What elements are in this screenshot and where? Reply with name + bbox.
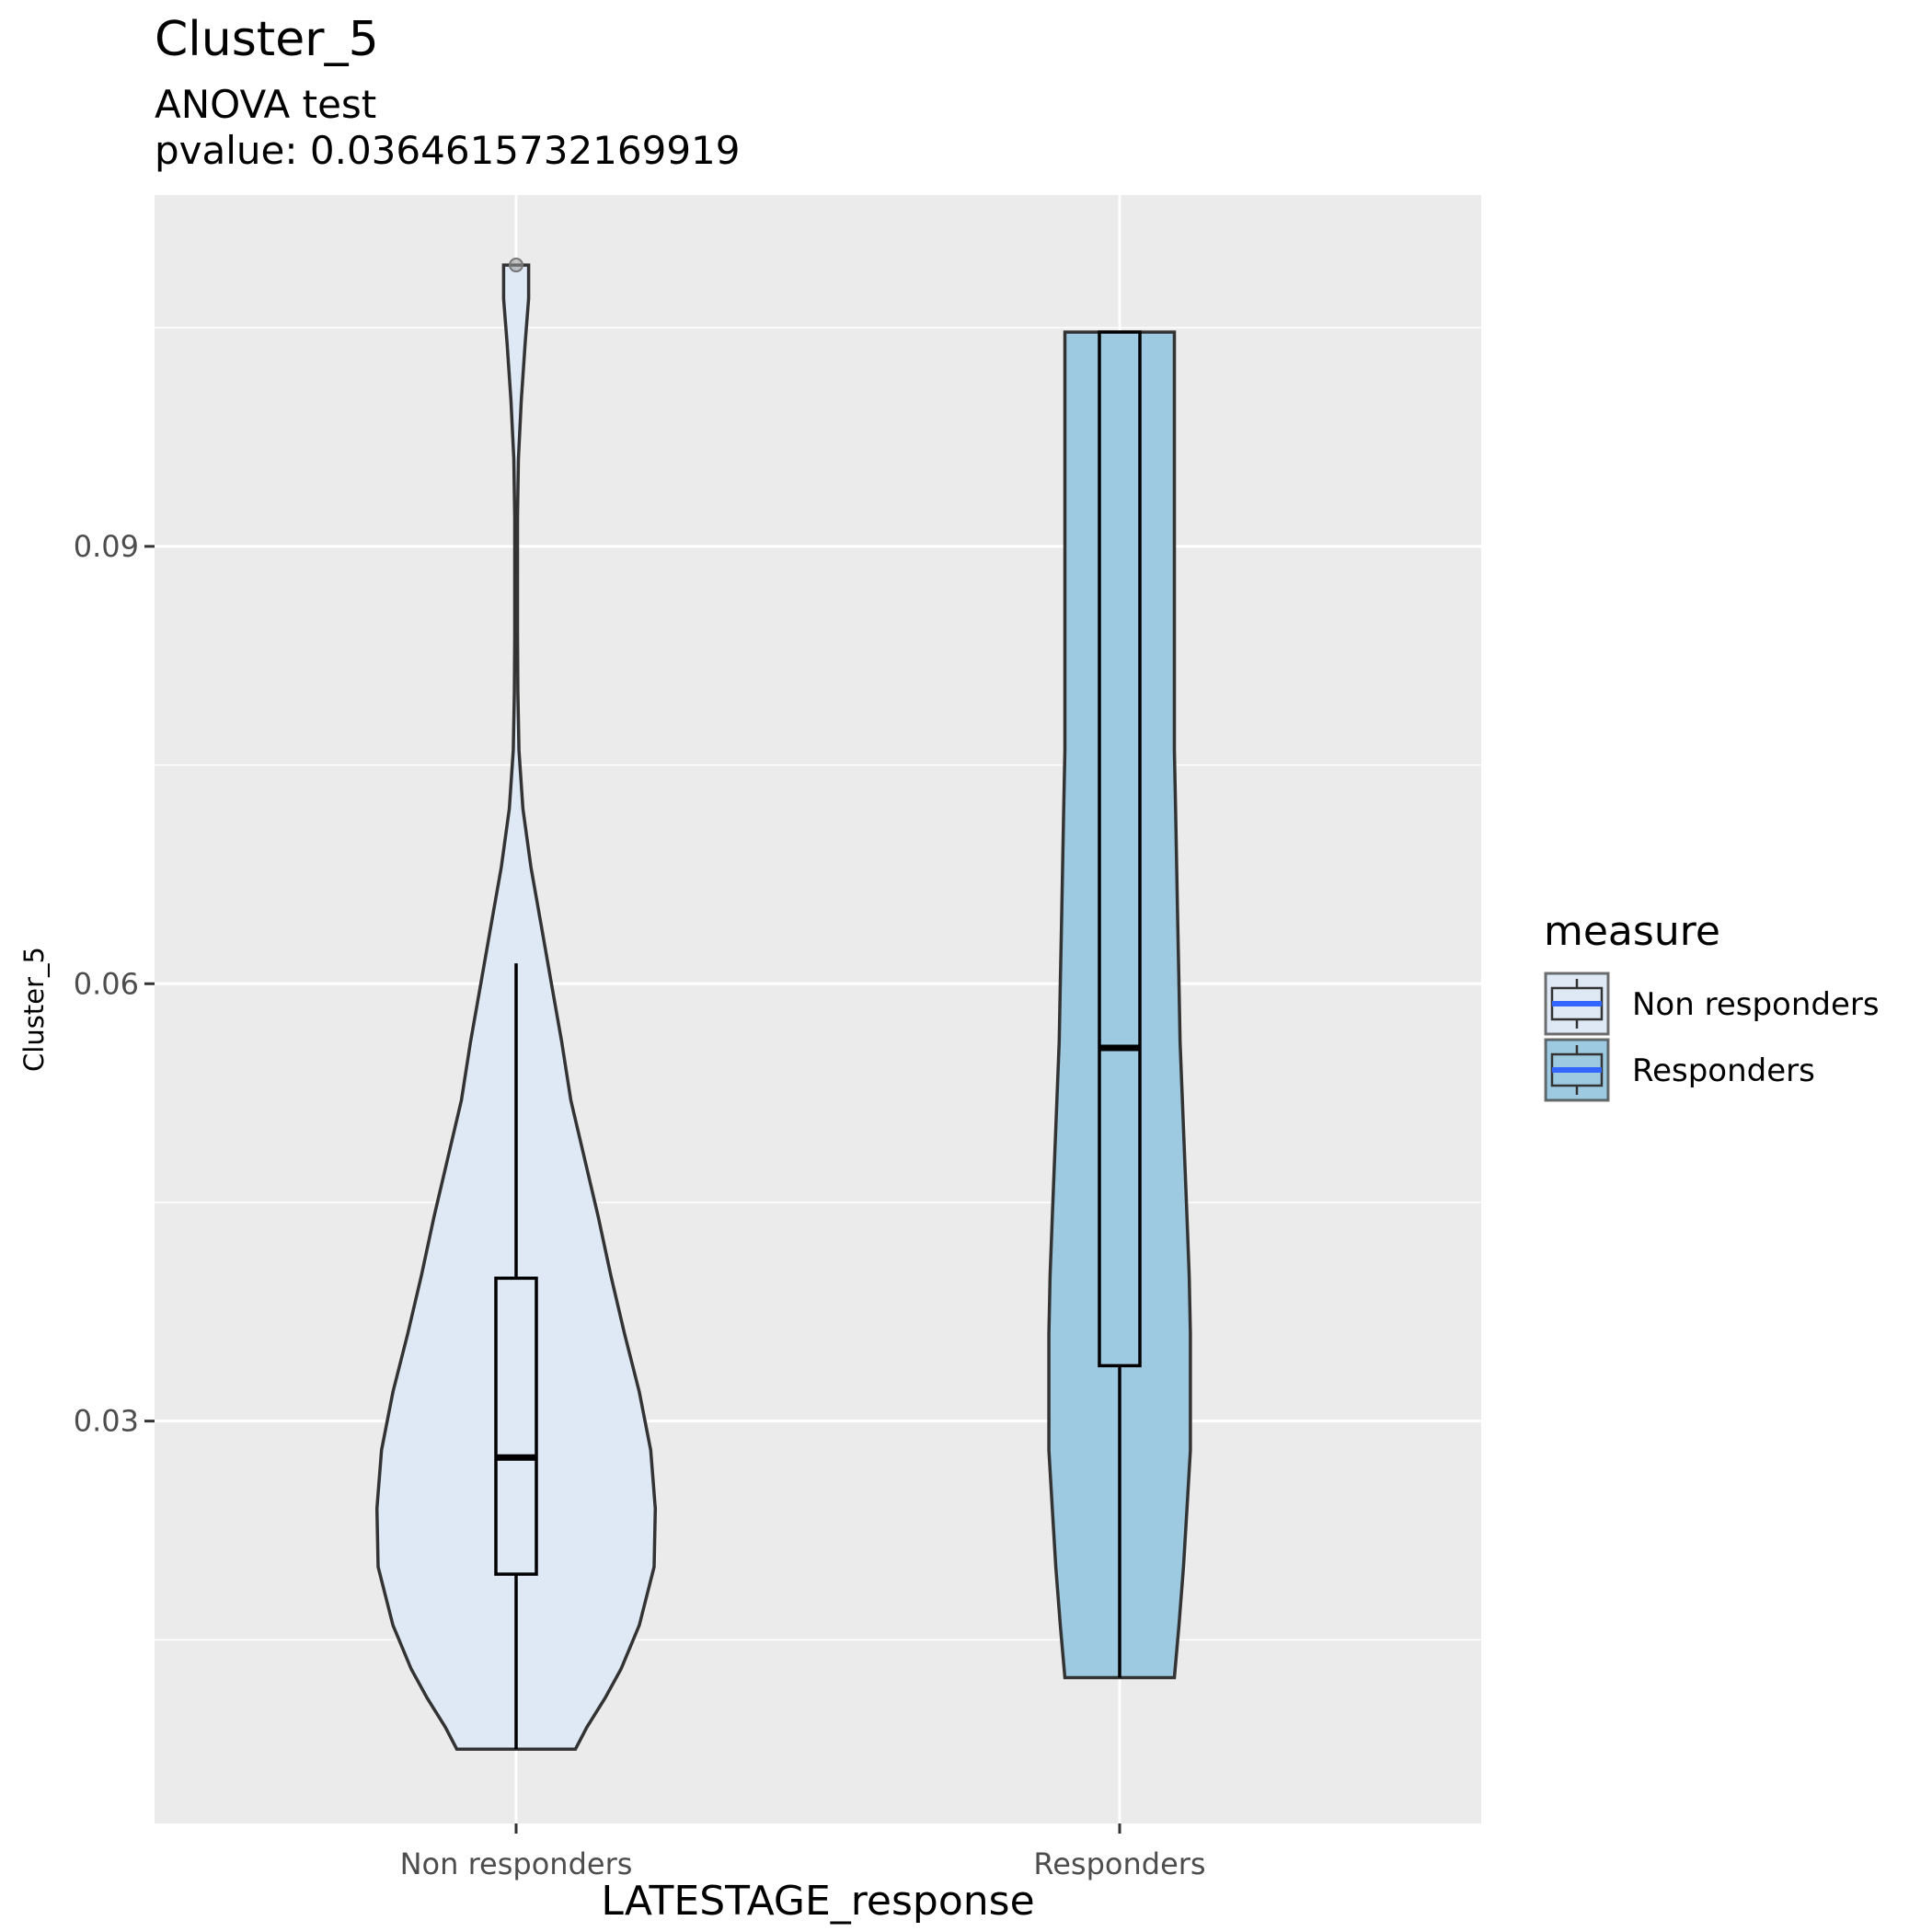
x-tick-label: Non responders [400, 1846, 633, 1881]
x-axis-title: LATESTAGE_response [601, 1878, 1034, 1925]
legend-entry: Responders [1544, 1038, 1815, 1102]
chart-subtitle-line-2: pvalue: 0.0364615732169919 [155, 128, 741, 173]
legend-label: Responders [1632, 1052, 1815, 1089]
y-tick-label: 0.03 [74, 1404, 139, 1439]
chart-title: Cluster_5 [155, 12, 379, 67]
legend-entry: Non responders [1544, 972, 1880, 1036]
y-axis-title: Cluster_5 [18, 947, 50, 1072]
legend-title: measure [1544, 908, 1720, 955]
box-iqr [494, 1276, 538, 1576]
y-tick-label: 0.09 [74, 529, 139, 564]
violin-group [1047, 330, 1192, 1680]
chart-subtitle-line-1: ANOVA test [155, 82, 376, 127]
violin-group [374, 258, 658, 1751]
box-iqr [1098, 330, 1142, 1368]
legend-entries: Non responders Responders [1544, 972, 1880, 1102]
outlier-point [509, 258, 523, 273]
x-tick-label: Responders [1033, 1846, 1205, 1881]
y-tick-label: 0.06 [74, 966, 139, 1001]
legend: measure Non responders Responders [1544, 908, 1880, 1102]
axes: 0.03 0.06 0.09 Non responders Responders [74, 529, 1206, 1881]
plot-panel [155, 195, 1481, 1823]
legend-label: Non responders [1632, 986, 1880, 1023]
violin-layer [374, 258, 1192, 1751]
